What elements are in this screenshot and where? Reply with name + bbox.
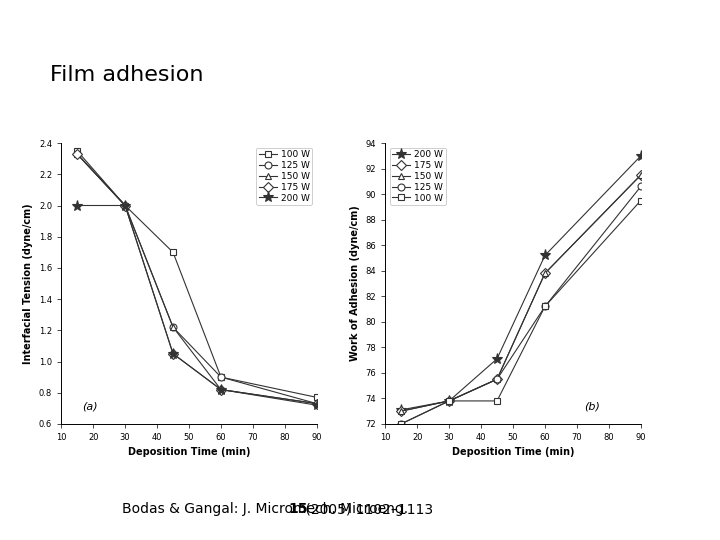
- Line: 150 W: 150 W: [73, 151, 320, 407]
- Line: 175 W: 175 W: [73, 151, 320, 407]
- 100 W: [445, 397, 454, 404]
- 175 W: [636, 172, 645, 178]
- 125 W: [73, 151, 81, 157]
- 150 W: [121, 202, 130, 209]
- 175 W: [312, 400, 321, 407]
- 150 W: [445, 397, 454, 404]
- Legend: 200 W, 175 W, 150 W, 125 W, 100 W: 200 W, 175 W, 150 W, 125 W, 100 W: [390, 147, 446, 205]
- Text: (b): (b): [585, 402, 600, 412]
- 125 W: [121, 202, 130, 209]
- 150 W: [397, 408, 405, 414]
- 175 W: [217, 386, 225, 393]
- 200 W: [121, 202, 130, 209]
- Legend: 100 W, 125 W, 150 W, 175 W, 200 W: 100 W, 125 W, 150 W, 175 W, 200 W: [256, 147, 312, 205]
- Text: Bodas & Gangal: J. Micromech. Microeng.: Bodas & Gangal: J. Micromech. Microeng.: [122, 502, 413, 516]
- Y-axis label: Interfacial Tension (dyne/cm): Interfacial Tension (dyne/cm): [23, 203, 33, 364]
- 150 W: [73, 151, 81, 157]
- Line: 100 W: 100 W: [397, 197, 644, 427]
- 100 W: [312, 394, 321, 401]
- 100 W: [397, 421, 405, 427]
- 200 W: [636, 153, 645, 159]
- 150 W: [541, 270, 549, 276]
- 125 W: [168, 324, 177, 330]
- 100 W: [492, 397, 501, 404]
- 200 W: [168, 350, 177, 357]
- 100 W: [541, 303, 549, 310]
- Line: 200 W: 200 W: [395, 150, 647, 415]
- 125 W: [397, 421, 405, 427]
- Line: 200 W: 200 W: [71, 200, 323, 411]
- 125 W: [445, 397, 454, 404]
- 200 W: [397, 407, 405, 413]
- 175 W: [397, 408, 405, 414]
- Line: 150 W: 150 W: [397, 172, 644, 415]
- 175 W: [121, 202, 130, 209]
- 200 W: [312, 402, 321, 408]
- 150 W: [636, 172, 645, 178]
- Text: (a): (a): [81, 402, 97, 412]
- 100 W: [168, 249, 177, 255]
- 125 W: [636, 183, 645, 190]
- 150 W: [168, 324, 177, 330]
- 200 W: [217, 386, 225, 393]
- Line: 125 W: 125 W: [73, 151, 320, 407]
- 200 W: [445, 397, 454, 404]
- 175 W: [73, 151, 81, 157]
- 125 W: [312, 400, 321, 407]
- 175 W: [445, 397, 454, 404]
- 200 W: [492, 355, 501, 362]
- 125 W: [492, 376, 501, 382]
- Text: (2005) 1102–1113: (2005) 1102–1113: [301, 502, 433, 516]
- Line: 100 W: 100 W: [73, 147, 320, 401]
- Y-axis label: Work of Adhesion (dyne/cm): Work of Adhesion (dyne/cm): [350, 206, 360, 361]
- 175 W: [168, 350, 177, 357]
- 150 W: [217, 386, 225, 393]
- 150 W: [492, 376, 501, 382]
- X-axis label: Deposition Time (min): Deposition Time (min): [451, 448, 575, 457]
- Line: 175 W: 175 W: [397, 172, 644, 415]
- 100 W: [73, 147, 81, 154]
- 175 W: [492, 376, 501, 382]
- Line: 125 W: 125 W: [397, 183, 644, 427]
- 150 W: [312, 400, 321, 407]
- 125 W: [217, 374, 225, 380]
- 200 W: [541, 252, 549, 259]
- 125 W: [541, 303, 549, 310]
- Text: 15: 15: [288, 502, 307, 516]
- Text: Film adhesion: Film adhesion: [50, 65, 204, 85]
- X-axis label: Deposition Time (min): Deposition Time (min): [127, 448, 251, 457]
- 175 W: [541, 270, 549, 276]
- 200 W: [73, 202, 81, 209]
- 100 W: [217, 374, 225, 380]
- 100 W: [636, 197, 645, 204]
- 100 W: [121, 202, 130, 209]
